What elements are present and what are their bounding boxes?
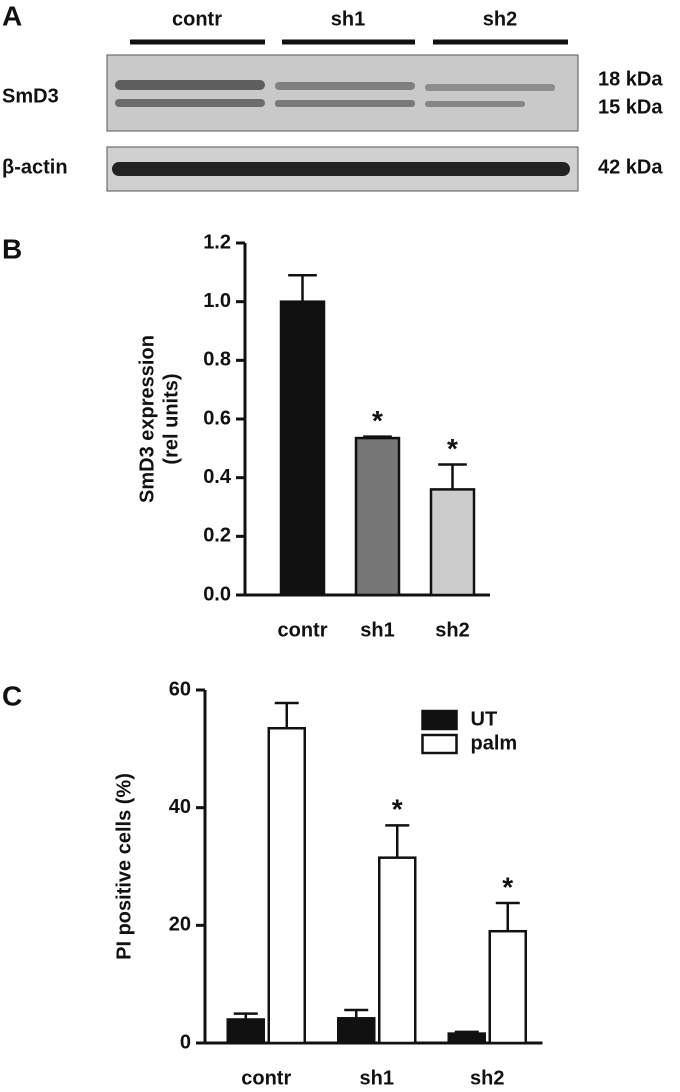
- y-tick-label: 1.0: [203, 290, 231, 312]
- bar: [354, 436, 401, 597]
- blot-smd3: [106, 54, 579, 132]
- significance: *: [372, 405, 383, 436]
- panel-label: B: [2, 233, 22, 264]
- bar: [279, 300, 326, 597]
- panel-label: A: [2, 0, 22, 31]
- group-label: sh2: [483, 8, 517, 30]
- y-axis-label: (rel units): [160, 373, 182, 464]
- x-tick-label: sh2: [470, 1067, 504, 1087]
- y-tick-label: 40: [169, 796, 191, 818]
- bar: [378, 856, 417, 1045]
- group-label: contr: [172, 8, 222, 30]
- bands: [115, 80, 555, 107]
- legend-swatch: [421, 733, 458, 755]
- panel-label: C: [2, 680, 22, 711]
- bar: [488, 929, 527, 1045]
- y-axis-label: PI positive cells (%): [113, 773, 135, 960]
- y-tick-label: 0.4: [203, 466, 232, 488]
- size-label: 42 kDa: [598, 156, 663, 178]
- bar: [267, 726, 306, 1045]
- size-label: 18 kDa: [598, 68, 663, 90]
- significance: *: [447, 433, 458, 464]
- x-tick-label: contr: [278, 619, 328, 641]
- bar: [429, 488, 476, 597]
- y-tick-label: 0: [180, 1031, 191, 1053]
- x-tick-label: sh2: [435, 619, 469, 641]
- bar: [337, 1017, 376, 1045]
- bar: [226, 1018, 265, 1045]
- x-tick-label: sh1: [360, 619, 394, 641]
- significance: *: [392, 794, 403, 825]
- y-tick-label: 0.6: [203, 407, 231, 429]
- size-label: 15 kDa: [598, 96, 663, 118]
- y-tick-label: 20: [169, 914, 191, 936]
- x-tick-label: contr: [241, 1067, 291, 1087]
- y-tick-label: 0.2: [203, 525, 231, 547]
- significance: *: [502, 871, 513, 902]
- group-label: sh1: [331, 8, 365, 30]
- y-tick-label: 0.0: [203, 583, 231, 605]
- row-label: SmD3: [2, 85, 59, 107]
- y-axis-label: SmD3 expression: [136, 335, 158, 503]
- bar: [447, 1032, 486, 1045]
- row-label: β-actin: [2, 156, 68, 178]
- x-tick-label: sh1: [360, 1067, 394, 1087]
- y-tick-label: 0.8: [203, 349, 231, 371]
- y-tick-label: 60: [169, 678, 191, 700]
- y-tick-label: 1.2: [203, 231, 231, 253]
- legend-label: UT: [471, 708, 498, 730]
- band: [112, 162, 570, 176]
- legend-label: palm: [471, 732, 518, 754]
- legend-swatch: [421, 709, 458, 731]
